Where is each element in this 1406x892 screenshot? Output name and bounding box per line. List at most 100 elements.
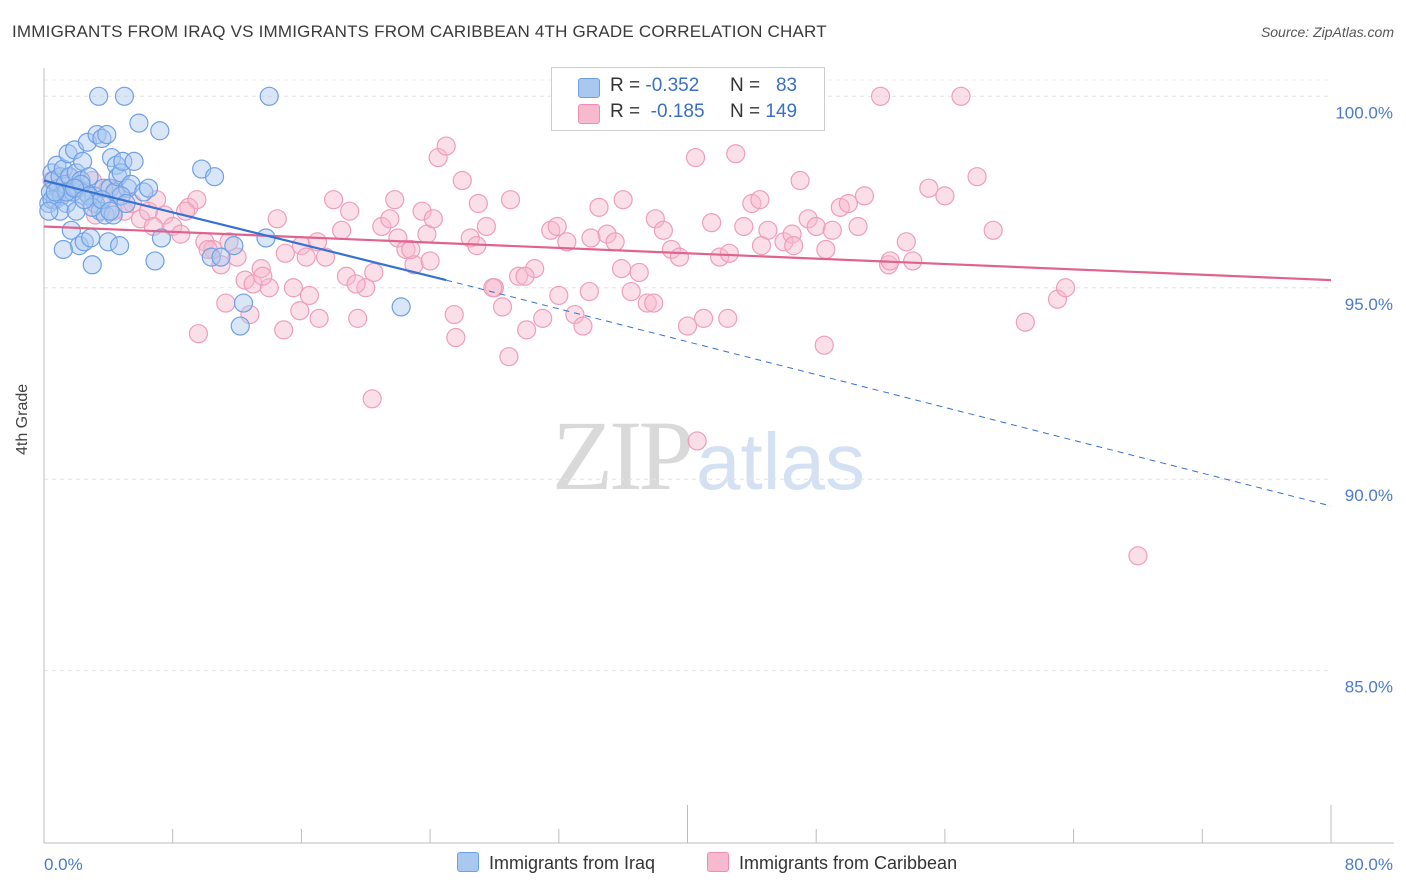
iraq-point: [113, 151, 133, 171]
caribbean-point: [605, 232, 625, 252]
caribbean-point: [283, 278, 303, 298]
caribbean-point: [309, 308, 329, 328]
trend-lines: [43, 179, 1332, 507]
watermark: ZIPatlas: [552, 398, 865, 513]
caribbean-point: [1015, 312, 1035, 332]
iraq-point: [79, 167, 99, 187]
caribbean-point: [348, 308, 368, 328]
iraq-point: [66, 201, 86, 221]
iraq-point: [391, 297, 411, 317]
caribbean-point: [525, 259, 545, 279]
iraq-point: [82, 255, 102, 275]
caribbean-point: [396, 239, 416, 260]
caribbean-point: [718, 308, 738, 328]
iraq-point: [97, 124, 117, 145]
iraq-point: [138, 178, 159, 198]
caribbean-point: [412, 201, 432, 221]
caribbean-point: [687, 431, 707, 451]
caribbean-point: [896, 232, 916, 252]
caribbean-point: [323, 190, 344, 210]
caribbean-point: [1055, 278, 1076, 298]
watermark-atlas: atlas: [696, 417, 865, 506]
caribbean-point: [332, 220, 352, 240]
caribbean-point: [613, 190, 633, 210]
iraq-point: [98, 232, 118, 252]
caribbean-point: [187, 190, 207, 210]
caribbean-point: [275, 243, 295, 263]
caribbean-point: [774, 232, 794, 252]
caribbean-point: [404, 255, 424, 275]
caribbean-point: [114, 201, 135, 221]
iraq-point: [233, 293, 254, 313]
iraq-point: [53, 239, 73, 260]
caribbean-point: [444, 304, 464, 325]
iraq-point: [81, 228, 101, 248]
caribbean-point: [621, 281, 641, 302]
caribbean-point: [380, 209, 400, 229]
caribbean-point: [1128, 546, 1148, 566]
iraq-point: [129, 113, 149, 133]
iraq-point: [114, 86, 135, 106]
caribbean-point: [719, 243, 739, 263]
caribbean-point: [919, 178, 939, 198]
caribbean-point: [315, 247, 336, 267]
caribbean-point: [838, 193, 858, 214]
caribbean-point: [903, 251, 923, 271]
caribbean-point: [653, 220, 673, 240]
iraq-point: [89, 86, 109, 106]
caribbean-point: [500, 190, 521, 210]
iraq-point: [230, 316, 250, 336]
y-tick-label: 90.0%: [1345, 486, 1393, 505]
caribbean-point: [364, 262, 384, 283]
iraq-point: [53, 159, 73, 179]
caribbean-point: [517, 320, 537, 340]
caribbean-point: [346, 274, 366, 294]
caribbean-point: [452, 170, 472, 191]
legend-r-iraq: R = -0.352: [610, 75, 700, 96]
iraq-point: [74, 190, 94, 210]
caribbean-point: [644, 293, 664, 313]
caribbean-point: [790, 170, 810, 191]
caribbean-point: [336, 266, 357, 286]
caribbean-point: [492, 297, 513, 317]
iraq-point: [259, 86, 279, 106]
caribbean-point: [726, 144, 746, 164]
caribbean-point: [734, 216, 754, 237]
legend-n-iraq: N = 83: [730, 75, 798, 96]
caribbean-point: [848, 216, 868, 237]
iraq-point: [224, 236, 244, 256]
caribbean-point: [547, 216, 567, 237]
caribbean-point: [259, 278, 279, 298]
caribbean-point: [290, 301, 310, 321]
caribbean-point: [784, 236, 804, 256]
iraq-point: [211, 247, 231, 267]
caribbean-point: [935, 186, 955, 206]
caribbean-point: [751, 236, 772, 256]
caribbean-point: [967, 167, 987, 187]
caribbean-point: [573, 316, 593, 336]
iraq-point: [61, 220, 81, 240]
caribbean-point: [702, 213, 722, 233]
iraq-point: [201, 247, 221, 267]
caribbean-point: [436, 136, 456, 156]
caribbean-point: [299, 285, 320, 306]
series-swatch-iraq: [457, 852, 479, 872]
caribbean-point: [468, 193, 488, 214]
caribbean-point: [476, 216, 497, 237]
tick-labels: 100.0% 95.0% 90.0% 85.0% 0.0% 80.0%: [44, 103, 1393, 874]
caribbean-point: [822, 220, 842, 240]
caribbean-point: [870, 86, 891, 106]
caribbean-point: [589, 197, 609, 217]
caribbean-point: [750, 190, 770, 210]
caribbean-point: [798, 209, 818, 229]
caribbean-point: [951, 86, 971, 106]
y-tick-label: 95.0%: [1345, 295, 1393, 314]
caribbean-point: [669, 247, 690, 267]
x-tick-label: 80.0%: [1345, 855, 1393, 874]
iraq-point: [100, 201, 120, 221]
caribbean-point: [515, 266, 535, 286]
caribbean-point: [685, 147, 706, 168]
iraq-point: [77, 132, 98, 152]
caribbean-point: [533, 308, 553, 328]
caribbean-trend-line: [43, 225, 1332, 282]
